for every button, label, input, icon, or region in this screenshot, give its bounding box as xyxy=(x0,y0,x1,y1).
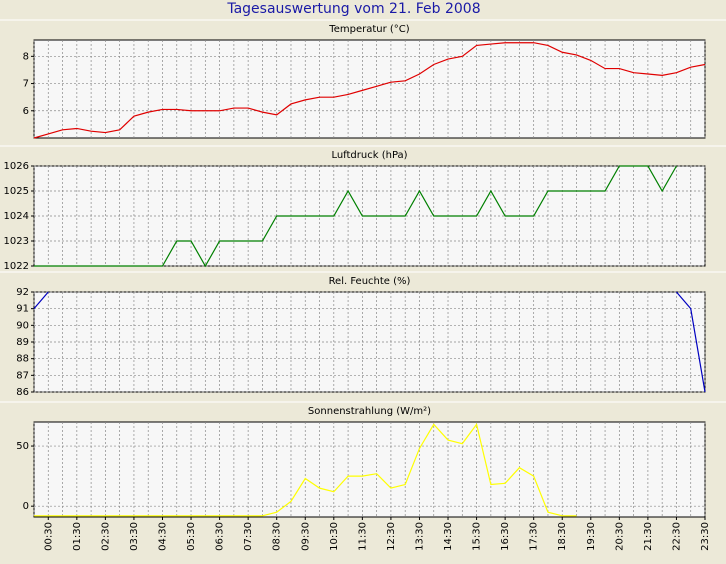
y-tick-label: 6 xyxy=(23,106,29,117)
y-tick-label: 87 xyxy=(16,370,29,381)
y-tick-label: 50 xyxy=(16,441,29,452)
x-tick-label: 10:30 xyxy=(329,522,340,551)
x-tick-label: 16:30 xyxy=(500,522,511,551)
data-line xyxy=(34,423,577,517)
y-tick-label: 8 xyxy=(23,51,29,62)
y-tick-label: 1024 xyxy=(4,211,29,222)
y-tick-label: 91 xyxy=(16,304,29,315)
x-tick-label: 14:30 xyxy=(443,522,454,551)
x-tick-label: 19:30 xyxy=(586,522,597,551)
x-tick-label: 02:30 xyxy=(100,522,111,551)
y-tick-label: 89 xyxy=(16,337,29,348)
data-line xyxy=(33,42,706,139)
x-tick-label: 04:30 xyxy=(157,522,168,551)
x-tick-label: 21:30 xyxy=(643,522,654,551)
y-tick-label: 7 xyxy=(23,79,29,90)
x-tick-label: 05:30 xyxy=(186,522,197,551)
y-tick-label: 0 xyxy=(23,501,29,512)
x-tick-label: 00:30 xyxy=(43,522,54,551)
x-tick-label: 06:30 xyxy=(215,522,226,551)
x-tick-label: 13:30 xyxy=(414,522,425,551)
y-tick-label: 90 xyxy=(16,320,29,331)
data-line xyxy=(33,291,706,393)
plot-area xyxy=(33,421,706,518)
x-tick-label: 20:30 xyxy=(614,522,625,551)
x-tick-label: 01:30 xyxy=(72,522,83,551)
x-tick-label: 23:30 xyxy=(700,522,711,551)
data-line xyxy=(34,165,677,268)
x-tick-label: 17:30 xyxy=(529,522,540,551)
y-tick-label: 1022 xyxy=(4,261,29,272)
y-tick-label: 92 xyxy=(16,287,29,298)
x-tick-label: 11:30 xyxy=(357,522,368,551)
x-tick-label: 07:30 xyxy=(243,522,254,551)
x-tick-label: 03:30 xyxy=(129,522,140,551)
panel-title: Luftdruck (hPa) xyxy=(331,150,407,161)
y-tick-label: 1023 xyxy=(4,236,29,247)
y-tick-label: 86 xyxy=(16,387,29,398)
panel-title: Rel. Feuchte (%) xyxy=(329,276,411,287)
y-tick-label: 88 xyxy=(16,354,29,365)
x-tick-label: 15:30 xyxy=(472,522,483,551)
x-tick-label: 09:30 xyxy=(300,522,311,551)
plot-area xyxy=(33,39,706,139)
panel-title: Sonnenstrahlung (W/m²) xyxy=(308,406,431,417)
x-tick-label: 22:30 xyxy=(671,522,682,551)
panel-title: Temperatur (°C) xyxy=(328,24,409,35)
x-tick-label: 08:30 xyxy=(272,522,283,551)
x-tick-label: 12:30 xyxy=(386,522,397,551)
y-tick-label: 1026 xyxy=(4,161,29,172)
y-tick-label: 1025 xyxy=(4,186,29,197)
page-title: Tagesauswertung vom 21. Feb 2008 xyxy=(226,1,480,17)
x-tick-label: 18:30 xyxy=(557,522,568,551)
